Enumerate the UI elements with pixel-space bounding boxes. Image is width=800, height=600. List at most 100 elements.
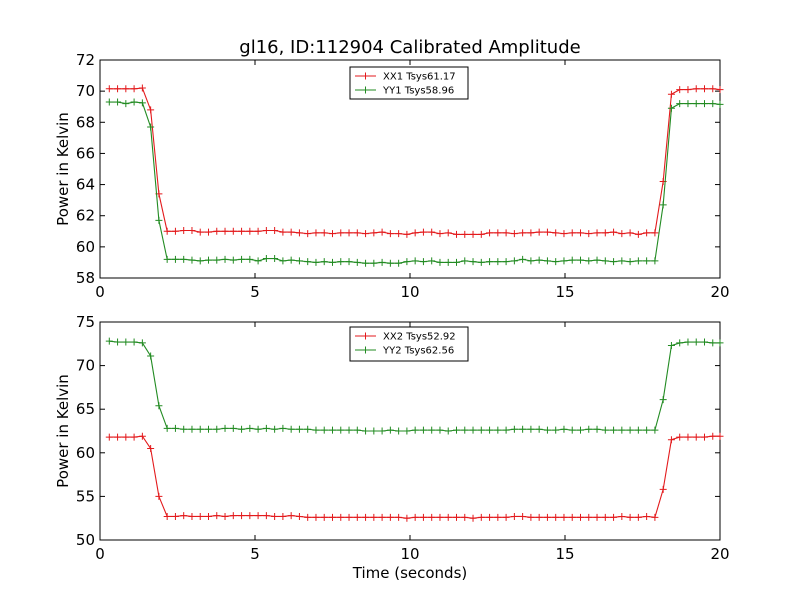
data-point: [279, 257, 287, 265]
data-point: [229, 256, 237, 264]
data-point: [610, 258, 618, 266]
data-point: [453, 258, 460, 266]
data-point: [659, 201, 667, 209]
data-point: [510, 257, 518, 265]
data-point: [634, 513, 642, 521]
data-point: [180, 425, 188, 433]
data-point: [295, 512, 303, 520]
data-point: [295, 257, 303, 265]
data-point: [716, 432, 724, 440]
y-axis-label: Power in Kelvin: [54, 112, 72, 226]
y-tick-label: 72: [76, 51, 95, 69]
data-point: [386, 230, 394, 238]
x-tick-label: 20: [710, 545, 729, 563]
data-point: [403, 230, 411, 238]
data-point: [618, 230, 626, 238]
data-point: [262, 512, 270, 520]
y-tick-label: 50: [76, 531, 95, 549]
data-point: [535, 228, 543, 236]
data-point: [659, 485, 667, 493]
data-point: [692, 100, 700, 108]
data-point: [395, 230, 403, 238]
data-point: [304, 425, 312, 433]
data-point: [180, 512, 188, 520]
y-tick-label: 68: [76, 113, 95, 131]
data-point: [568, 256, 576, 264]
data-point: [667, 90, 675, 98]
data-point: [494, 258, 502, 266]
data-point: [147, 123, 155, 131]
data-point: [716, 86, 724, 94]
legend-swatch-marker: [362, 72, 369, 80]
data-point: [221, 424, 229, 432]
data-point: [527, 425, 535, 433]
data-point: [114, 85, 122, 93]
data-point: [577, 256, 584, 264]
data-point: [312, 426, 320, 434]
data-point: [709, 339, 717, 347]
data-point: [709, 85, 717, 93]
x-tick-label: 15: [555, 283, 574, 301]
data-point: [469, 514, 477, 522]
data-point: [122, 338, 130, 346]
data-point: [709, 432, 717, 440]
data-point: [329, 230, 336, 238]
data-point: [469, 426, 477, 434]
data-point: [419, 228, 427, 236]
data-point: [659, 396, 667, 404]
data-point: [444, 427, 452, 435]
data-point: [469, 258, 477, 266]
data-point: [716, 100, 724, 108]
data-point: [171, 255, 179, 263]
data-point: [329, 258, 336, 266]
data-point: [701, 433, 708, 441]
y-tick-label: 66: [76, 144, 95, 162]
data-point: [246, 255, 254, 263]
data-point: [163, 424, 171, 432]
data-point: [684, 100, 692, 108]
data-point: [180, 227, 188, 235]
data-point: [155, 492, 163, 500]
legend: XX2 Tsys52.92 YY2 Tsys62.56: [349, 326, 469, 362]
legend-label: XX2 Tsys52.92: [383, 332, 456, 343]
data-point: [593, 513, 601, 521]
data-point: [304, 230, 312, 238]
data-point: [304, 258, 312, 266]
data-point: [643, 229, 651, 237]
data-point: [378, 513, 386, 521]
x-tick-label: 15: [555, 545, 574, 563]
data-point: [262, 227, 270, 235]
data-point: [403, 258, 411, 266]
data-point: [436, 426, 444, 434]
data-point: [122, 433, 130, 441]
data-point: [279, 424, 287, 432]
data-point: [527, 229, 535, 237]
data-point: [428, 513, 436, 521]
y-tick-label: 70: [76, 82, 95, 100]
data-point: [196, 512, 204, 520]
data-point: [618, 512, 626, 520]
data-point: [560, 257, 568, 265]
data-point: [312, 513, 320, 521]
data-point: [585, 257, 593, 265]
y-tick-label: 75: [76, 313, 95, 331]
data-point: [395, 513, 403, 521]
data-point: [271, 255, 279, 263]
data-point: [329, 426, 336, 434]
data-point: [601, 257, 609, 265]
data-point: [362, 513, 370, 521]
data-point: [701, 100, 708, 108]
data-point: [295, 229, 303, 237]
data-point: [188, 512, 196, 520]
data-point: [205, 425, 212, 433]
legend-label: YY2 Tsys62.56: [382, 346, 454, 357]
data-point: [138, 432, 146, 440]
data-point: [444, 258, 452, 266]
data-point: [337, 513, 345, 521]
data-point: [254, 512, 262, 520]
data-point: [568, 426, 576, 434]
data-point: [337, 258, 345, 266]
data-point: [114, 433, 122, 441]
data-point: [560, 425, 568, 433]
data-point: [444, 229, 452, 237]
